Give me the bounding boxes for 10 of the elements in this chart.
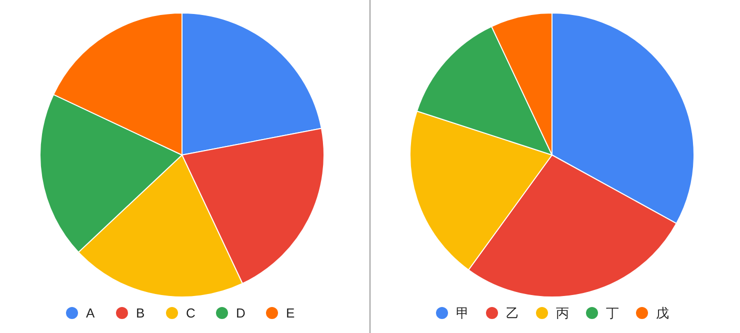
legend-label: 戊 [656,306,669,320]
legend-label: 丙 [556,306,569,320]
legend-label: B [136,306,145,320]
legend-label: 乙 [506,306,519,320]
legend-label: E [286,306,295,320]
legend-label: 丁 [606,306,619,320]
legend-label: A [86,306,95,320]
legend-label: D [236,306,246,320]
legend-label: 甲 [456,306,469,320]
legend-label: C [186,306,196,320]
